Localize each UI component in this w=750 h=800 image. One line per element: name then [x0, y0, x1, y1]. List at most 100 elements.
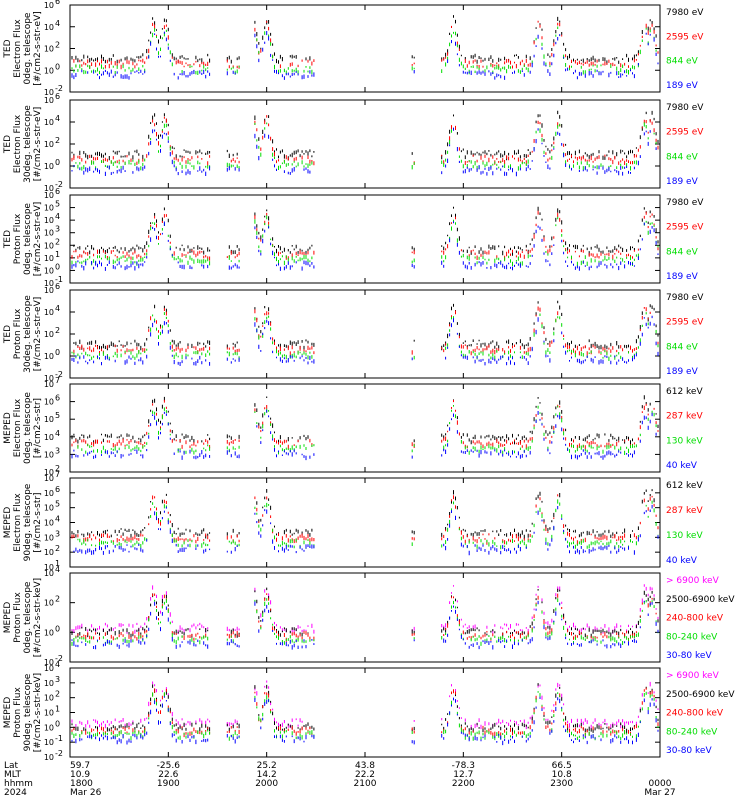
y-tick-label: 10	[44, 628, 54, 637]
legend-entry: 240-800 keV	[666, 614, 724, 624]
x-axis-tick-label: 1900	[157, 779, 180, 789]
y-tick-label: 10	[44, 88, 54, 97]
y-tick-label: 10	[44, 66, 54, 75]
legend-entry: 7980 eV	[666, 103, 704, 113]
y-tick-exponent: 2	[55, 237, 60, 246]
y-tick-exponent: 2	[55, 326, 60, 335]
legend-entry: 189 eV	[666, 367, 699, 377]
legend-entry: 130 keV	[666, 531, 703, 541]
y-tick-exponent: -2	[55, 84, 63, 93]
y-tick-label: 10	[44, 23, 54, 32]
y-tick-label: 10	[44, 308, 54, 317]
y-tick-label: 10	[44, 489, 54, 498]
y-axis-label-line: MEPED	[3, 602, 13, 634]
y-axis-label-line: Proton Flux	[13, 687, 23, 738]
series-marks	[69, 110, 661, 161]
y-axis-label-line: 0deg. telescope	[23, 392, 33, 464]
series-marks	[69, 598, 659, 646]
legend-entry: 844 eV	[666, 57, 699, 67]
series-marks	[69, 206, 659, 256]
series-marks	[71, 600, 661, 650]
legend-entry: 844 eV	[666, 342, 699, 352]
y-tick-exponent: 1	[55, 705, 60, 714]
y-tick-exponent: 0	[55, 62, 60, 71]
series-marks	[69, 584, 661, 635]
y-tick-label: 10	[44, 374, 54, 383]
y-tick-exponent: -2	[55, 749, 63, 758]
series-marks	[71, 399, 661, 450]
panel-frame-top	[69, 289, 661, 379]
y-tick-label: 10	[44, 191, 54, 200]
legend-entry: 2500-6900 keV	[666, 690, 735, 700]
y-tick-label: 10	[44, 569, 54, 578]
legend-entry: 30-80 keV	[666, 651, 712, 661]
legend-entry: 7980 eV	[666, 293, 704, 303]
legend-entry: > 6900 keV	[666, 671, 720, 681]
y-axis-label-line: TED	[3, 39, 13, 58]
legend-entry: 844 eV	[666, 152, 699, 162]
series-marks	[69, 587, 661, 638]
y-tick-exponent: 0	[55, 158, 60, 167]
y-axis-label-line: Electron Flux	[13, 493, 23, 552]
y-axis-label-line: [#/cm2-s-str-eV]	[33, 297, 43, 372]
series-marks	[69, 405, 657, 455]
y-tick-exponent: -2	[55, 654, 63, 663]
y-tick-label: 10	[44, 738, 54, 747]
series-marks	[69, 409, 661, 461]
y-tick-exponent: 4	[55, 565, 60, 574]
panel-frame-top	[69, 383, 661, 473]
y-tick-label: 10	[44, 380, 54, 389]
y-axis-label-line: 0deg. telescope	[23, 203, 33, 275]
y-tick-label: 10	[44, 286, 54, 295]
x-axis-tick-label: 2100	[354, 779, 377, 789]
x-axis-tick-label: 25.2	[257, 761, 277, 771]
series-marks	[75, 593, 661, 642]
y-tick-exponent: 3	[55, 225, 60, 234]
y-axis-label-line: TED	[3, 135, 13, 154]
y-axis-label-line: [#/cm2-s-str-eV]	[33, 202, 43, 277]
y-tick-label: 10	[44, 241, 54, 250]
y-tick-label: 10	[44, 533, 54, 542]
y-tick-label: 10	[44, 548, 54, 557]
y-tick-label: 10	[44, 468, 54, 477]
panel-frame-top	[69, 572, 661, 663]
x-axis-tick-label: 2200	[452, 779, 475, 789]
legend-entry: 2595 eV	[666, 128, 704, 138]
legend-entry: 40 keV	[666, 556, 698, 566]
y-tick-exponent: 6	[55, 92, 60, 101]
y-tick-exponent: 6	[55, 394, 60, 403]
legend-entry: 7980 eV	[666, 8, 704, 18]
x-axis-tick-label: 43.8	[355, 761, 375, 771]
y-tick-label: 10	[44, 216, 54, 225]
y-tick-exponent: 4	[55, 19, 60, 28]
series-marks	[69, 31, 661, 81]
y-tick-exponent: 4	[55, 429, 60, 438]
series-marks	[69, 210, 661, 261]
series-marks	[69, 306, 661, 356]
series-marks	[71, 215, 661, 267]
y-tick-exponent: 4	[55, 515, 60, 524]
series-marks	[69, 489, 655, 539]
y-tick-exponent: 6	[55, 282, 60, 291]
y-axis-label-line: 0deg. telescope	[23, 581, 33, 653]
x-axis-tick-label: 2300	[550, 779, 573, 789]
y-tick-label: 10	[44, 723, 54, 732]
series-marks	[71, 127, 661, 177]
legend-entry: > 6900 keV	[666, 576, 720, 586]
y-axis-label-line: TED	[3, 325, 13, 344]
y-axis-label-line: TED	[3, 230, 13, 249]
series-marks	[69, 20, 661, 70]
y-tick-exponent: 2	[55, 464, 60, 473]
x-axis-row-label: MLT	[4, 770, 22, 780]
y-tick-exponent: 4	[55, 212, 60, 221]
y-tick-exponent: 7	[55, 470, 60, 479]
legend-entry: 40 keV	[666, 461, 698, 471]
legend-entry: 612 keV	[666, 481, 703, 491]
panel-frame	[69, 572, 661, 663]
y-tick-exponent: 6	[55, 0, 60, 6]
y-axis-label-line: [#/cm2-s-str]	[33, 492, 43, 552]
